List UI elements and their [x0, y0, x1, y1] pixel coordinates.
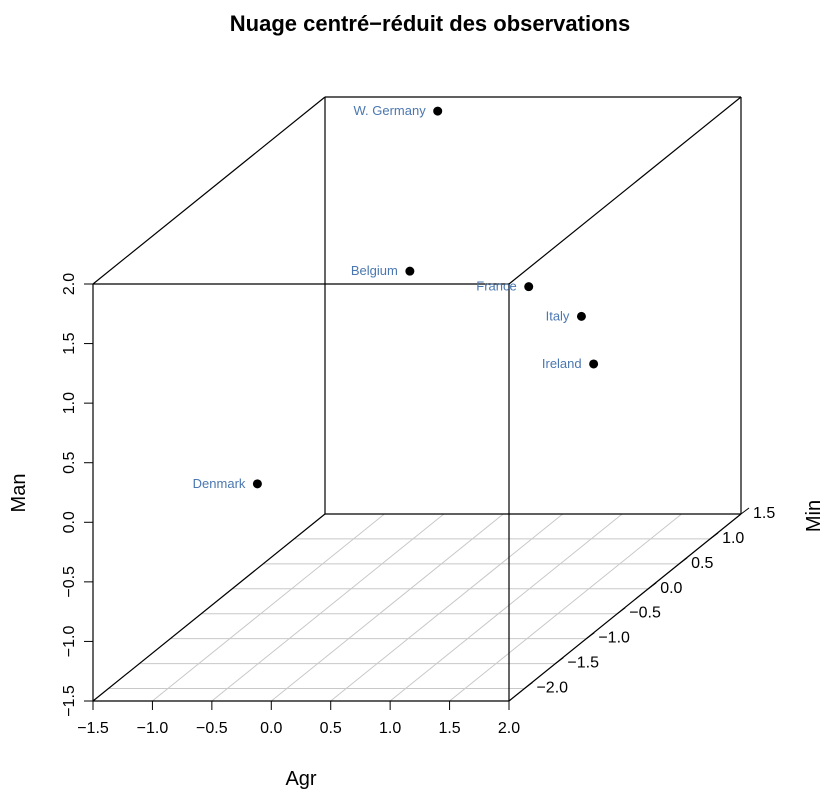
grid-line-x	[389, 513, 623, 702]
y-tick	[616, 607, 626, 615]
x-axis-label: Agr	[285, 768, 316, 790]
x-tick-label: 1.5	[438, 720, 460, 737]
chart-title: Nuage centré−réduit des observations	[230, 11, 630, 36]
point-label: Denmark	[193, 476, 246, 491]
box-edge	[92, 96, 326, 285]
x-tick-label: 0.0	[260, 720, 282, 737]
z-tick-label: 2.0	[61, 273, 78, 295]
axis-ticks: −1.5 −1.0 −0.5 0.0 0.5 1.0 1.5 2.0 −1.5 −1.0 −0.5 0…	[61, 273, 775, 737]
data-point	[589, 359, 599, 369]
data-point	[433, 106, 443, 116]
y-tick-label: −1.5	[567, 655, 599, 672]
y-tick	[555, 657, 564, 664]
y-tick	[647, 582, 657, 590]
z-tick-label: −1.5	[61, 685, 78, 717]
z-tick-label: −0.5	[61, 566, 78, 598]
y-tick-label: 0.5	[691, 555, 713, 572]
point-label: W. Germany	[353, 103, 426, 118]
box-edge	[92, 513, 326, 702]
grid-line-x	[449, 513, 682, 702]
y-tick	[524, 682, 533, 689]
x-tick-label: 0.5	[320, 720, 342, 737]
y-tick	[586, 632, 595, 640]
x-tick-label: 2.0	[498, 720, 520, 737]
data-point	[524, 282, 534, 292]
x-tick-label: 1.0	[379, 720, 401, 737]
z-tick-label: 1.5	[61, 332, 78, 354]
y-tick	[709, 532, 719, 540]
grid-line-x	[270, 513, 504, 702]
bounding-box	[92, 96, 742, 702]
data-point	[576, 311, 586, 321]
y-tick-label: 1.5	[753, 505, 775, 522]
y-tick-label: −2.0	[536, 680, 568, 697]
z-tick-label: −1.0	[61, 626, 78, 658]
y-tick-label: 0.0	[660, 580, 682, 597]
floor-grid	[92, 513, 742, 702]
data-points: W. Germany Belgium France Italy Ireland Denma…	[193, 103, 599, 491]
z-tick-label: 0.0	[61, 511, 78, 533]
y-tick-label: −1.0	[598, 630, 630, 647]
y-axis-label: Min	[803, 500, 825, 532]
z-tick-label: 0.5	[61, 451, 78, 473]
y-tick-label: −0.5	[629, 605, 661, 622]
grid-line-x	[330, 513, 564, 702]
y-tick-label: 1.0	[722, 530, 744, 547]
point-label: France	[476, 279, 516, 294]
z-tick-label: 1.0	[61, 392, 78, 414]
y-tick	[678, 557, 688, 565]
grid-line-x	[152, 513, 385, 702]
x-tick-label: −1.5	[77, 720, 109, 737]
point-label: Belgium	[351, 263, 398, 278]
x-tick-label: −1.0	[137, 720, 169, 737]
data-point	[405, 266, 415, 276]
grid-line-x	[211, 513, 445, 702]
y-tick	[740, 507, 750, 515]
data-point	[252, 479, 262, 489]
box-edge	[508, 96, 742, 285]
x-tick-label: −0.5	[196, 720, 228, 737]
z-axis-label: Man	[8, 474, 30, 513]
point-label: Italy	[546, 308, 570, 323]
point-label: Ireland	[542, 356, 582, 371]
